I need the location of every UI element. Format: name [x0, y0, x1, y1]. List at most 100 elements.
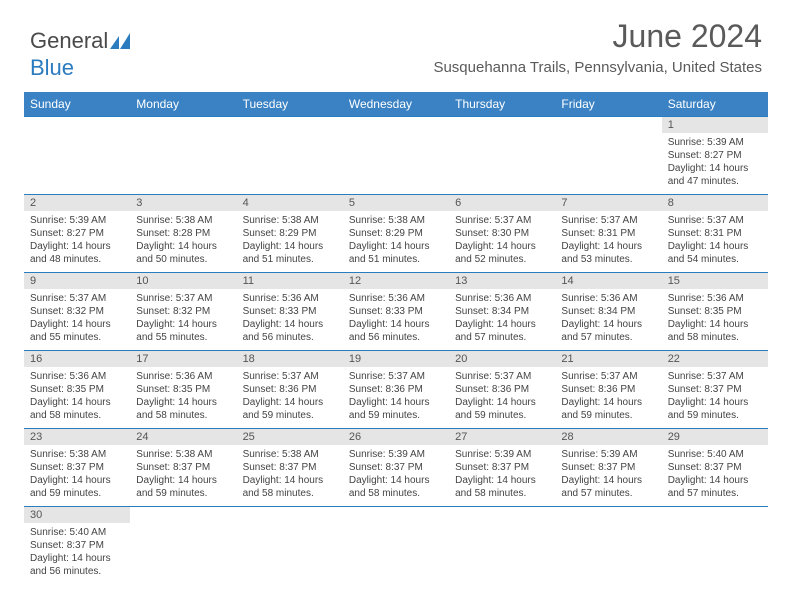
- day-details: Sunrise: 5:37 AMSunset: 8:36 PMDaylight:…: [343, 367, 449, 426]
- weekday-header: Sunday: [24, 92, 130, 117]
- calendar-table: SundayMondayTuesdayWednesdayThursdayFrid…: [24, 92, 768, 585]
- day-number: 23: [24, 429, 130, 445]
- day-details: Sunrise: 5:37 AMSunset: 8:32 PMDaylight:…: [130, 289, 236, 348]
- day-details: Sunrise: 5:38 AMSunset: 8:37 PMDaylight:…: [130, 445, 236, 504]
- day-number: 20: [449, 351, 555, 367]
- day-number: 13: [449, 273, 555, 289]
- calendar-header-row: SundayMondayTuesdayWednesdayThursdayFrid…: [24, 92, 768, 117]
- day-number: 1: [662, 117, 768, 133]
- calendar-cell: 8Sunrise: 5:37 AMSunset: 8:31 PMDaylight…: [662, 195, 768, 273]
- calendar-cell: 4Sunrise: 5:38 AMSunset: 8:29 PMDaylight…: [237, 195, 343, 273]
- day-number: 10: [130, 273, 236, 289]
- calendar-cell: 24Sunrise: 5:38 AMSunset: 8:37 PMDayligh…: [130, 429, 236, 507]
- day-details: Sunrise: 5:38 AMSunset: 8:29 PMDaylight:…: [237, 211, 343, 270]
- calendar-cell: [343, 117, 449, 195]
- calendar-cell: 27Sunrise: 5:39 AMSunset: 8:37 PMDayligh…: [449, 429, 555, 507]
- day-number: 5: [343, 195, 449, 211]
- calendar-cell: 22Sunrise: 5:37 AMSunset: 8:37 PMDayligh…: [662, 351, 768, 429]
- calendar-cell: [237, 507, 343, 585]
- calendar-cell: 26Sunrise: 5:39 AMSunset: 8:37 PMDayligh…: [343, 429, 449, 507]
- header: GeneralBlue June 2024 Susquehanna Trails…: [0, 0, 792, 84]
- day-details: Sunrise: 5:39 AMSunset: 8:27 PMDaylight:…: [24, 211, 130, 270]
- day-number: 6: [449, 195, 555, 211]
- logo: GeneralBlue: [30, 28, 136, 81]
- calendar-cell: 20Sunrise: 5:37 AMSunset: 8:36 PMDayligh…: [449, 351, 555, 429]
- calendar-cell: 11Sunrise: 5:36 AMSunset: 8:33 PMDayligh…: [237, 273, 343, 351]
- calendar-cell: 6Sunrise: 5:37 AMSunset: 8:30 PMDaylight…: [449, 195, 555, 273]
- calendar-cell: 30Sunrise: 5:40 AMSunset: 8:37 PMDayligh…: [24, 507, 130, 585]
- calendar-cell: [343, 507, 449, 585]
- day-details: Sunrise: 5:36 AMSunset: 8:34 PMDaylight:…: [555, 289, 661, 348]
- day-details: Sunrise: 5:37 AMSunset: 8:36 PMDaylight:…: [555, 367, 661, 426]
- calendar-cell: 13Sunrise: 5:36 AMSunset: 8:34 PMDayligh…: [449, 273, 555, 351]
- weekday-header: Wednesday: [343, 92, 449, 117]
- day-number: 7: [555, 195, 661, 211]
- day-details: Sunrise: 5:36 AMSunset: 8:35 PMDaylight:…: [24, 367, 130, 426]
- day-number: 2: [24, 195, 130, 211]
- calendar-cell: 5Sunrise: 5:38 AMSunset: 8:29 PMDaylight…: [343, 195, 449, 273]
- day-details: Sunrise: 5:36 AMSunset: 8:35 PMDaylight:…: [130, 367, 236, 426]
- weekday-header: Saturday: [662, 92, 768, 117]
- day-number: 26: [343, 429, 449, 445]
- day-details: Sunrise: 5:40 AMSunset: 8:37 PMDaylight:…: [24, 523, 130, 582]
- logo-text-2: Blue: [30, 55, 74, 80]
- day-number: 16: [24, 351, 130, 367]
- day-number: 29: [662, 429, 768, 445]
- day-details: Sunrise: 5:38 AMSunset: 8:37 PMDaylight:…: [237, 445, 343, 504]
- day-number: 24: [130, 429, 236, 445]
- day-number: 3: [130, 195, 236, 211]
- logo-icon: [110, 29, 136, 55]
- calendar-cell: [24, 117, 130, 195]
- day-details: Sunrise: 5:37 AMSunset: 8:32 PMDaylight:…: [24, 289, 130, 348]
- calendar-cell: 7Sunrise: 5:37 AMSunset: 8:31 PMDaylight…: [555, 195, 661, 273]
- day-number: 9: [24, 273, 130, 289]
- calendar-cell: 2Sunrise: 5:39 AMSunset: 8:27 PMDaylight…: [24, 195, 130, 273]
- day-number: 18: [237, 351, 343, 367]
- calendar-row: 1Sunrise: 5:39 AMSunset: 8:27 PMDaylight…: [24, 117, 768, 195]
- calendar-cell: 23Sunrise: 5:38 AMSunset: 8:37 PMDayligh…: [24, 429, 130, 507]
- calendar-cell: [237, 117, 343, 195]
- day-number: 27: [449, 429, 555, 445]
- calendar-cell: 12Sunrise: 5:36 AMSunset: 8:33 PMDayligh…: [343, 273, 449, 351]
- calendar-cell: [555, 117, 661, 195]
- calendar-cell: [449, 507, 555, 585]
- day-details: Sunrise: 5:37 AMSunset: 8:30 PMDaylight:…: [449, 211, 555, 270]
- calendar-cell: 18Sunrise: 5:37 AMSunset: 8:36 PMDayligh…: [237, 351, 343, 429]
- calendar-cell: [130, 507, 236, 585]
- calendar-cell: 15Sunrise: 5:36 AMSunset: 8:35 PMDayligh…: [662, 273, 768, 351]
- calendar-cell: 17Sunrise: 5:36 AMSunset: 8:35 PMDayligh…: [130, 351, 236, 429]
- page-subtitle: Susquehanna Trails, Pennsylvania, United…: [30, 59, 762, 76]
- day-details: Sunrise: 5:39 AMSunset: 8:27 PMDaylight:…: [662, 133, 768, 192]
- calendar-cell: 3Sunrise: 5:38 AMSunset: 8:28 PMDaylight…: [130, 195, 236, 273]
- day-details: Sunrise: 5:39 AMSunset: 8:37 PMDaylight:…: [555, 445, 661, 504]
- day-number: 30: [24, 507, 130, 523]
- day-number: 17: [130, 351, 236, 367]
- calendar-row: 2Sunrise: 5:39 AMSunset: 8:27 PMDaylight…: [24, 195, 768, 273]
- day-number: 11: [237, 273, 343, 289]
- page-title: June 2024: [30, 18, 762, 55]
- day-details: Sunrise: 5:37 AMSunset: 8:31 PMDaylight:…: [555, 211, 661, 270]
- day-details: Sunrise: 5:36 AMSunset: 8:34 PMDaylight:…: [449, 289, 555, 348]
- calendar-cell: 10Sunrise: 5:37 AMSunset: 8:32 PMDayligh…: [130, 273, 236, 351]
- day-details: Sunrise: 5:39 AMSunset: 8:37 PMDaylight:…: [449, 445, 555, 504]
- calendar-row: 30Sunrise: 5:40 AMSunset: 8:37 PMDayligh…: [24, 507, 768, 585]
- day-number: 19: [343, 351, 449, 367]
- day-details: Sunrise: 5:36 AMSunset: 8:33 PMDaylight:…: [343, 289, 449, 348]
- calendar-cell: [449, 117, 555, 195]
- day-details: Sunrise: 5:36 AMSunset: 8:33 PMDaylight:…: [237, 289, 343, 348]
- day-number: 21: [555, 351, 661, 367]
- day-number: 28: [555, 429, 661, 445]
- day-number: 8: [662, 195, 768, 211]
- calendar-cell: 25Sunrise: 5:38 AMSunset: 8:37 PMDayligh…: [237, 429, 343, 507]
- day-details: Sunrise: 5:36 AMSunset: 8:35 PMDaylight:…: [662, 289, 768, 348]
- calendar-row: 9Sunrise: 5:37 AMSunset: 8:32 PMDaylight…: [24, 273, 768, 351]
- calendar-cell: 21Sunrise: 5:37 AMSunset: 8:36 PMDayligh…: [555, 351, 661, 429]
- day-details: Sunrise: 5:37 AMSunset: 8:36 PMDaylight:…: [449, 367, 555, 426]
- logo-text-1: General: [30, 28, 108, 53]
- day-details: Sunrise: 5:40 AMSunset: 8:37 PMDaylight:…: [662, 445, 768, 504]
- weekday-header: Friday: [555, 92, 661, 117]
- calendar-cell: 28Sunrise: 5:39 AMSunset: 8:37 PMDayligh…: [555, 429, 661, 507]
- calendar-cell: 19Sunrise: 5:37 AMSunset: 8:36 PMDayligh…: [343, 351, 449, 429]
- day-number: 14: [555, 273, 661, 289]
- calendar-row: 23Sunrise: 5:38 AMSunset: 8:37 PMDayligh…: [24, 429, 768, 507]
